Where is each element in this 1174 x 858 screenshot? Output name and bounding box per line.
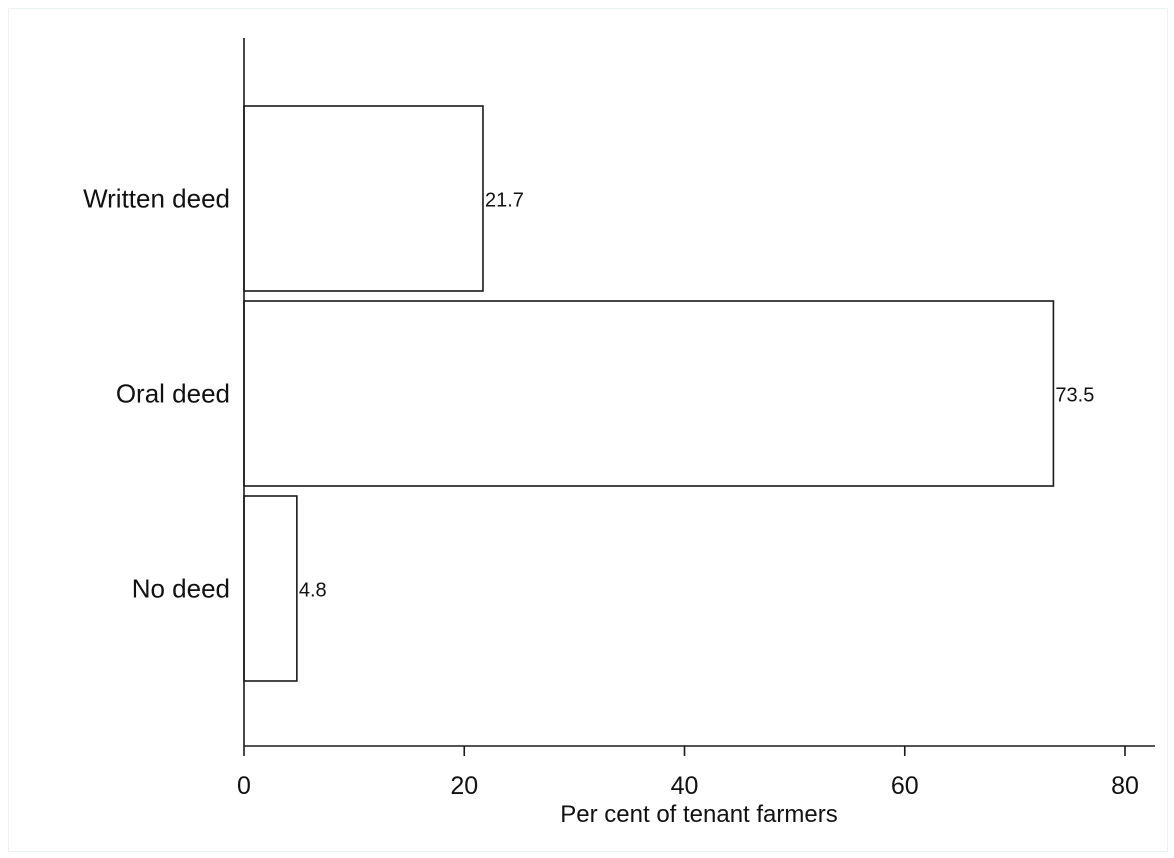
value-label: 73.5 — [1055, 385, 1094, 407]
category-label: Written deed — [83, 184, 230, 214]
x-tick-label: 20 — [450, 772, 478, 800]
x-tick-label: 80 — [1111, 772, 1139, 800]
bars-layer — [243, 105, 1055, 682]
labels-layer: Written deed 21.7 Oral deed 73.5 No deed 4.8 0… — [83, 184, 1139, 801]
value-label: 4.8 — [299, 580, 327, 602]
x-tick-label: 40 — [671, 772, 699, 800]
bar-oral-deed — [243, 300, 1055, 487]
category-label: No deed — [132, 574, 230, 604]
x-axis-title: Per cent of tenant farmers — [560, 801, 837, 828]
x-tick-label: 0 — [237, 772, 251, 800]
category-label: Oral deed — [116, 379, 230, 409]
value-label: 21.7 — [485, 190, 524, 212]
bar-no-deed — [243, 495, 298, 682]
x-tick-label: 60 — [891, 772, 919, 800]
axes-layer — [243, 38, 1155, 756]
bar-written-deed — [243, 105, 484, 292]
